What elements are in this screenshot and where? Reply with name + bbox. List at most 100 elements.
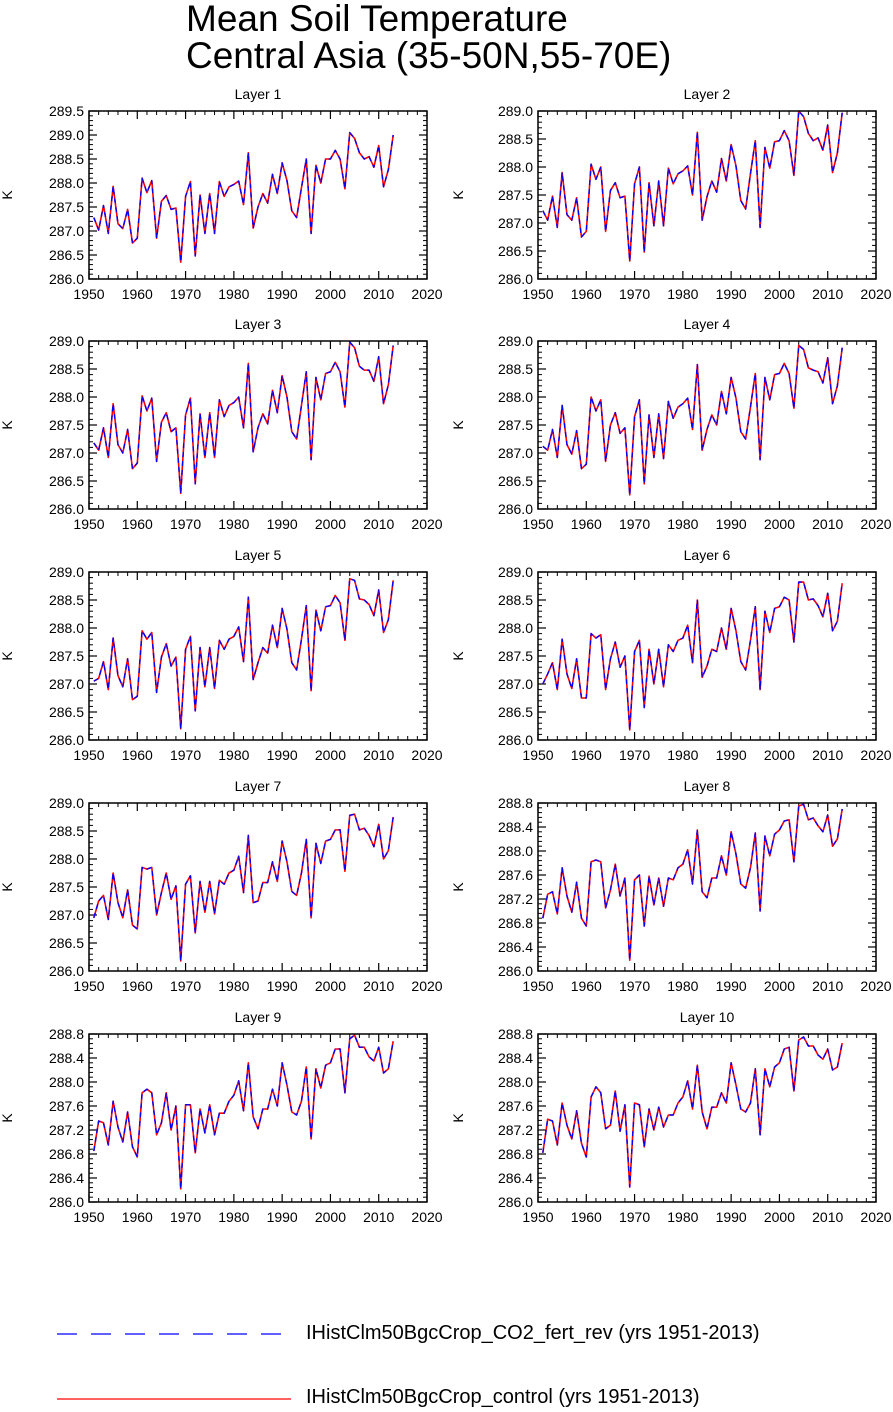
x-tick-label: 2010 bbox=[363, 978, 394, 994]
x-tick-label: 2020 bbox=[860, 286, 891, 302]
x-tick-label: 1990 bbox=[267, 516, 298, 532]
y-tick-label: 286.5 bbox=[498, 243, 533, 259]
x-tick-label: 2020 bbox=[411, 286, 442, 302]
y-tick-label: 287.2 bbox=[498, 1122, 533, 1138]
plot-frame bbox=[88, 110, 428, 280]
x-tick-label: 2020 bbox=[860, 978, 891, 994]
x-tick-label: 1970 bbox=[619, 978, 650, 994]
y-tick-label: 287.0 bbox=[498, 676, 533, 692]
y-tick-label: 287.0 bbox=[49, 676, 84, 692]
x-tick-label: 1960 bbox=[122, 747, 153, 763]
y-tick-label: 286.8 bbox=[49, 1146, 84, 1162]
y-axis-label: K bbox=[0, 882, 15, 892]
y-tick-label: 288.0 bbox=[498, 1074, 533, 1090]
y-tick-label: 286.0 bbox=[498, 501, 533, 517]
plot-frame bbox=[537, 1033, 877, 1203]
y-axis-label: K bbox=[450, 882, 466, 892]
x-tick-label: 1960 bbox=[122, 978, 153, 994]
y-axis-label: K bbox=[0, 1113, 15, 1123]
series-line-co2-fert bbox=[542, 344, 843, 496]
x-tick-label: 1960 bbox=[571, 1209, 602, 1225]
panel-title: Layer 4 bbox=[684, 316, 731, 332]
y-tick-label: 288.0 bbox=[49, 620, 84, 636]
x-tick-label: 1990 bbox=[716, 747, 747, 763]
y-tick-label: 287.5 bbox=[49, 417, 84, 433]
panel-title: Layer 7 bbox=[235, 778, 282, 794]
chart-panel-9: 1950 1960 1970 1980 1990 2000 2010 2020 286.0 286… bbox=[0, 1009, 443, 1225]
y-axis-label: K bbox=[450, 190, 466, 200]
series-line-co2-fert bbox=[93, 578, 394, 730]
y-axis-label: K bbox=[0, 651, 15, 661]
plot-frame bbox=[88, 802, 428, 972]
series-line-co2-fert bbox=[542, 803, 843, 961]
y-tick-label: 286.0 bbox=[498, 963, 533, 979]
x-tick-label: 2020 bbox=[411, 747, 442, 763]
x-tick-label: 1970 bbox=[619, 1209, 650, 1225]
x-tick-label: 2000 bbox=[315, 978, 346, 994]
x-tick-label: 2010 bbox=[812, 747, 843, 763]
y-tick-label: 287.0 bbox=[49, 223, 84, 239]
y-tick-label: 287.5 bbox=[498, 187, 533, 203]
y-axis-label: K bbox=[0, 420, 15, 430]
y-tick-label: 287.6 bbox=[498, 867, 533, 883]
y-tick-label: 288.0 bbox=[498, 389, 533, 405]
panel-title: Layer 3 bbox=[235, 316, 282, 332]
chart-panel-2: 1950 1960 1970 1980 1990 2000 2010 2020 286.0 286… bbox=[450, 86, 892, 302]
y-tick-label: 288.0 bbox=[49, 851, 84, 867]
x-tick-label: 1980 bbox=[218, 516, 249, 532]
y-tick-label: 288.5 bbox=[49, 151, 84, 167]
x-tick-label: 2000 bbox=[764, 286, 795, 302]
y-tick-label: 288.0 bbox=[498, 620, 533, 636]
x-tick-label: 1960 bbox=[571, 286, 602, 302]
x-tick-label: 1990 bbox=[267, 286, 298, 302]
y-tick-label: 287.5 bbox=[49, 648, 84, 664]
plot-frame bbox=[537, 340, 877, 510]
series-line-co2-fert bbox=[542, 581, 843, 731]
series-line-control bbox=[542, 581, 843, 731]
panel-title: Layer 10 bbox=[680, 1009, 735, 1025]
chart-panel-10: 1950 1960 1970 1980 1990 2000 2010 2020 286.0 286… bbox=[450, 1009, 892, 1225]
y-tick-label: 288.4 bbox=[498, 819, 533, 835]
x-tick-label: 1980 bbox=[667, 286, 698, 302]
x-tick-label: 1950 bbox=[73, 1209, 104, 1225]
x-tick-label: 1970 bbox=[619, 747, 650, 763]
y-tick-label: 288.4 bbox=[498, 1050, 533, 1066]
x-tick-label: 2020 bbox=[411, 1209, 442, 1225]
chart-panel-6: 1950 1960 1970 1980 1990 2000 2010 2020 286.0 286… bbox=[450, 547, 892, 763]
y-tick-label: 288.5 bbox=[498, 131, 533, 147]
x-tick-label: 1980 bbox=[667, 747, 698, 763]
x-tick-label: 2020 bbox=[860, 1209, 891, 1225]
x-tick-label: 2010 bbox=[363, 1209, 394, 1225]
x-tick-label: 1970 bbox=[170, 516, 201, 532]
y-tick-label: 286.5 bbox=[49, 247, 84, 263]
y-tick-label: 287.0 bbox=[498, 445, 533, 461]
y-tick-label: 286.0 bbox=[49, 963, 84, 979]
y-tick-label: 288.5 bbox=[498, 592, 533, 608]
y-tick-label: 287.6 bbox=[498, 1098, 533, 1114]
y-tick-label: 287.0 bbox=[498, 215, 533, 231]
y-tick-label: 287.5 bbox=[49, 199, 84, 215]
x-tick-label: 1950 bbox=[522, 747, 553, 763]
y-tick-label: 286.0 bbox=[49, 732, 84, 748]
x-tick-label: 1950 bbox=[522, 978, 553, 994]
series-line-co2-fert bbox=[542, 110, 843, 262]
series-line-co2-fert bbox=[93, 1034, 394, 1190]
y-tick-label: 286.5 bbox=[498, 704, 533, 720]
x-tick-label: 1980 bbox=[667, 1209, 698, 1225]
legend-label-control: IHistClm50BgcCrop_control (yrs 1951-2013… bbox=[306, 1386, 700, 1408]
panel-title: Layer 2 bbox=[684, 86, 731, 102]
y-tick-label: 288.0 bbox=[49, 1074, 84, 1090]
x-tick-label: 1980 bbox=[667, 978, 698, 994]
y-tick-label: 289.0 bbox=[49, 127, 84, 143]
plot-frame bbox=[537, 110, 877, 280]
x-tick-label: 2010 bbox=[812, 1209, 843, 1225]
y-tick-label: 289.0 bbox=[498, 103, 533, 119]
y-tick-label: 288.4 bbox=[49, 1050, 84, 1066]
y-tick-label: 286.0 bbox=[498, 271, 533, 287]
plot-frame bbox=[88, 340, 428, 510]
y-tick-label: 286.0 bbox=[49, 271, 84, 287]
y-tick-label: 289.5 bbox=[49, 103, 84, 119]
y-tick-label: 286.4 bbox=[498, 939, 533, 955]
y-tick-label: 288.0 bbox=[49, 175, 84, 191]
